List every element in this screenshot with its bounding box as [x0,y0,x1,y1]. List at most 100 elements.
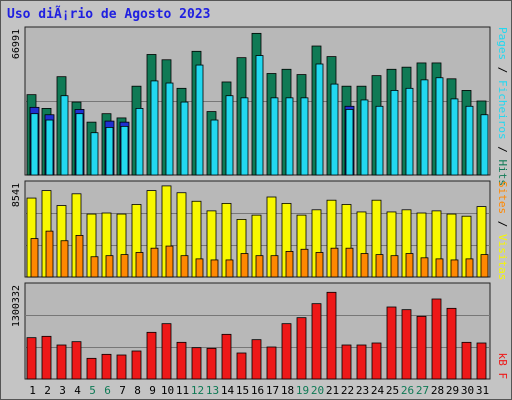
kbf-bar [311,303,322,380]
axis-label-part: Pages [496,27,509,60]
sites-bar [285,250,294,278]
x-tick-label: 13 [206,384,219,397]
sites-bar [450,259,459,278]
files-bar [75,113,84,176]
kbf-bar [41,335,52,380]
files-bar [105,127,114,176]
kbf-bar [191,347,202,380]
chart-title: Uso diÃ¡rio de Agosto 2023 [7,7,211,22]
kbf-bar [356,344,367,380]
x-tick-label: 5 [89,384,96,397]
sites-bar [120,254,129,278]
sites-bar [240,253,249,278]
x-tick-label: 15 [236,384,249,397]
x-tick-label: 26 [401,384,414,397]
sites-bar [390,255,399,278]
sites-bar [375,254,384,278]
sites-bar [90,256,99,278]
axis-label-part: kB F [496,353,509,380]
sites-bar [180,255,189,278]
kbf-bar [296,317,307,380]
axis-label-part: / [496,214,509,234]
x-tick-label: 6 [104,384,111,397]
kbf-bar [281,323,292,380]
sites-bar [330,247,339,278]
sites-bar [75,234,84,278]
kbf-bar [251,339,262,380]
kbf-bar [176,341,187,380]
x-tick-label: 23 [356,384,369,397]
axis-label-part: Hits [496,159,509,186]
x-tick-label: 29 [446,384,459,397]
x-tick-label: 30 [461,384,474,397]
files-bar [450,98,459,176]
x-tick-label: 31 [476,384,489,397]
files-bar [180,101,189,176]
sites-bar [150,247,159,278]
sites-bar [435,258,444,278]
files-bar [255,55,264,176]
sites-bar [345,247,354,278]
files-bar [210,119,219,176]
kbf-bar [131,350,142,380]
x-tick-label: 9 [149,384,156,397]
sites-bar [300,248,309,278]
x-tick-label: 21 [326,384,339,397]
kbf-bar [101,353,112,380]
sites-bar [210,259,219,278]
sites-bar [465,258,474,278]
files-bar [90,132,99,176]
sites-bar [135,252,144,278]
axis-label-part: Visitas [496,234,509,280]
sites-bar [105,255,114,278]
sites-bar [45,230,54,278]
x-tick-label: 4 [74,384,81,397]
x-tick-label: 19 [296,384,309,397]
files-bar [480,114,489,176]
axis-label-part: / [496,60,509,80]
files-bar [270,97,279,176]
sites-bar [255,255,264,278]
files-bar [120,125,129,176]
kbf-bar [476,342,487,380]
x-tick-label: 1 [29,384,36,397]
sites-bar [195,258,204,278]
panel-2-ymax-label: 8541 [11,183,22,207]
kbf-bar [431,298,442,380]
x-tick-label: 2 [44,384,51,397]
kbf-bar [236,352,247,380]
sites-bar [225,259,234,278]
kbf-bar [86,357,97,380]
kbf-bar [56,344,67,380]
kbf-bar [26,337,37,380]
kbf-bar [416,315,427,380]
kbf-bar [266,346,277,380]
kbf-bar [461,341,472,380]
x-tick-label: 11 [176,384,189,397]
files-bar [465,105,474,176]
files-bar [150,80,159,176]
sites-bar [480,254,489,278]
axis-label-part: / [496,140,509,160]
sites-bar [60,240,69,278]
sites-bar [315,252,324,278]
files-bar [135,108,144,176]
sites-bar [360,253,369,278]
files-bar [45,119,54,176]
x-tick-label: 10 [161,384,174,397]
files-bar [240,97,249,176]
panel-1-series-label: Pages / Ficheiros / Hits [496,27,509,186]
files-bar [390,90,399,176]
files-bar [300,97,309,176]
x-tick-label: 3 [59,384,66,397]
kbf-bar [446,307,457,380]
files-bar [285,97,294,176]
files-bar [435,77,444,176]
files-bar [360,99,369,176]
kbf-bar [371,342,382,380]
x-tick-label: 17 [266,384,279,397]
x-tick-label: 8 [134,384,141,397]
files-bar [330,83,339,176]
kbf-bar [206,347,217,380]
